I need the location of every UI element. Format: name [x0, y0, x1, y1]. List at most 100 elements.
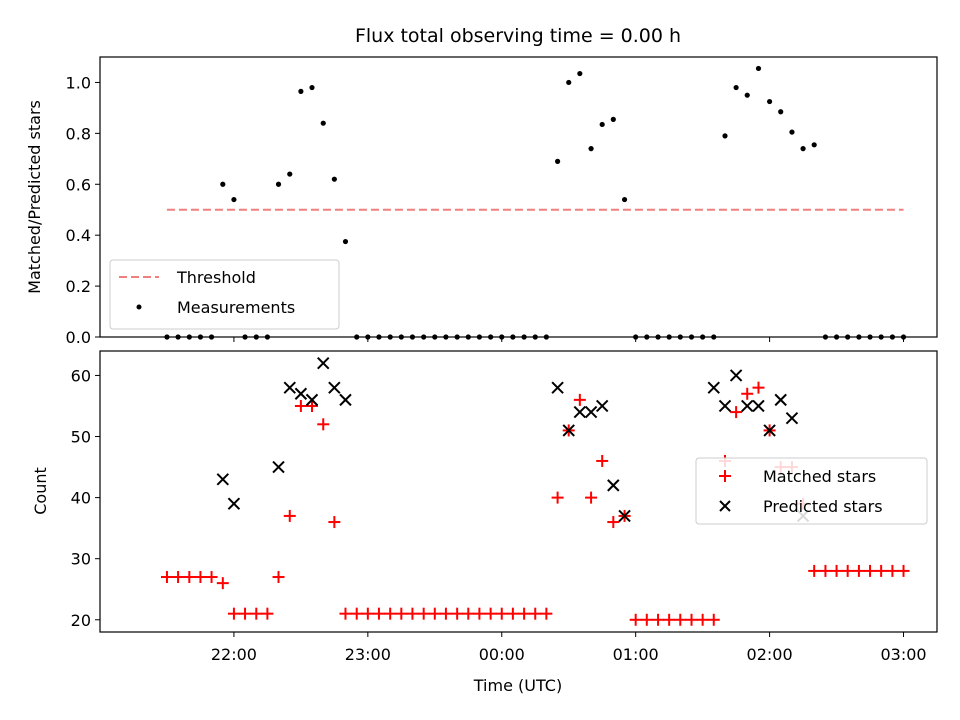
predicted-star-marker — [785, 411, 799, 425]
matched-star-marker — [752, 381, 765, 394]
measurement-point — [220, 181, 226, 187]
legend-threshold-label: Threshold — [176, 268, 256, 287]
matched-star-marker — [283, 509, 296, 522]
matched-star-marker — [372, 607, 385, 620]
matched-star-marker — [886, 564, 899, 577]
top-x-ticks — [233, 337, 905, 342]
bottom-y-tick-label: 50 — [71, 428, 91, 447]
measurement-point — [733, 84, 739, 91]
matched-star-marker — [350, 607, 363, 620]
matched-star-marker — [294, 399, 307, 412]
measurement-point — [342, 238, 349, 245]
predicted-star-marker — [317, 357, 330, 370]
legend-predicted-swatch — [719, 500, 731, 512]
measurement-point — [621, 196, 628, 203]
matched-star-marker — [172, 571, 185, 584]
predicted-star-marker — [283, 381, 296, 394]
matched-star-marker — [384, 607, 397, 620]
top-y-tick-label: 1.0 — [66, 73, 91, 92]
matched-star-marker — [462, 607, 475, 620]
bottom-x-tick-label: 00:00 — [479, 645, 525, 664]
measurement-point — [811, 142, 817, 148]
matched-star-marker — [663, 613, 676, 626]
top-legend: Threshold Measurements — [109, 259, 340, 330]
matched-star-marker — [897, 564, 910, 577]
measurement-point — [331, 176, 337, 182]
top-y-tick-label: 0.2 — [66, 277, 91, 296]
matched-star-marker — [674, 613, 687, 626]
top-axes-frame — [99, 56, 938, 338]
measurement-point — [778, 109, 784, 115]
predicted-star-marker — [774, 393, 787, 407]
matched-star-marker — [852, 564, 865, 577]
bottom-x-tick-label: 01:00 — [613, 645, 659, 664]
top-y-ticks: 0.0 0.2 0.4 0.6 0.8 1.0 — [66, 73, 100, 347]
top-y-tick-label: 0.0 — [66, 328, 91, 347]
measurement-point — [789, 129, 795, 135]
matched-star-marker — [707, 613, 720, 626]
matched-star-marker — [596, 454, 609, 467]
measurement-point — [767, 98, 773, 105]
top-legend-box — [109, 259, 340, 330]
matched-star-marker — [395, 607, 408, 620]
top-y-tick-label: 0.4 — [66, 226, 91, 245]
measurement-point — [566, 79, 572, 86]
matched-star-marker — [205, 571, 218, 584]
measurement-point — [599, 121, 605, 128]
matched-star-marker — [808, 564, 821, 577]
measurement-point — [231, 196, 237, 203]
bottom-y-tick-label: 60 — [71, 366, 91, 385]
legend-measurements-swatch — [136, 304, 142, 310]
matched-star-marker — [428, 607, 441, 620]
measurement-point — [577, 70, 583, 77]
legend-predicted-label: Predicted stars — [763, 497, 883, 516]
matched-star-marker — [585, 491, 598, 504]
matched-star-marker — [194, 571, 207, 584]
measurement-point — [298, 88, 304, 94]
matched-star-marker — [551, 491, 564, 504]
matched-star-marker — [473, 607, 486, 620]
top-y-tick-label: 0.6 — [66, 175, 91, 194]
x-axis-label: Time (UTC) — [473, 676, 562, 695]
matched-star-marker — [339, 607, 352, 620]
predicted-star-marker — [305, 393, 319, 407]
matched-star-marker — [652, 613, 665, 626]
matched-star-marker — [216, 577, 229, 590]
measurement-point — [555, 158, 561, 164]
measurement-point — [320, 120, 326, 126]
matched-star-marker — [741, 387, 754, 400]
bottom-x-ticks: 22:00 23:00 00:00 01:00 02:00 03:00 — [211, 632, 927, 664]
legend-matched-swatch — [719, 470, 731, 482]
measurement-point — [755, 65, 762, 72]
chart-title: Flux total observing time = 0.00 h — [355, 25, 681, 47]
matched-star-marker — [417, 607, 430, 620]
matched-star-marker — [406, 607, 419, 620]
matched-star-marker — [261, 607, 274, 620]
matched-star-marker — [529, 607, 542, 620]
measurement-point — [275, 181, 282, 187]
bottom-x-tick-label: 22:00 — [211, 645, 257, 664]
bottom-y-ticks: 20 30 40 50 60 — [71, 366, 100, 630]
predicted-star-marker — [328, 381, 341, 394]
matched-star-marker — [607, 516, 620, 529]
matched-star-marker — [484, 607, 497, 620]
measurement-point — [309, 84, 315, 91]
measurement-point — [744, 92, 750, 98]
predicted-star-marker — [607, 479, 620, 492]
predicted-star-marker — [718, 399, 732, 413]
matched-star-marker — [451, 607, 464, 620]
predicted-star-marker — [595, 399, 609, 413]
predicted-star-marker — [707, 381, 720, 394]
matched-star-marker — [361, 607, 374, 620]
matched-star-marker — [819, 564, 832, 577]
measurement-point — [588, 146, 594, 152]
measurement-point — [287, 171, 293, 177]
predicted-star-marker — [216, 473, 230, 486]
matched-star-marker — [495, 607, 508, 620]
matched-star-marker — [227, 607, 240, 620]
measurement-point — [800, 146, 806, 152]
matched-star-marker — [696, 613, 709, 626]
matched-star-marker — [875, 564, 888, 577]
predicted-star-marker — [294, 387, 308, 400]
predicted-star-marker — [339, 393, 352, 407]
